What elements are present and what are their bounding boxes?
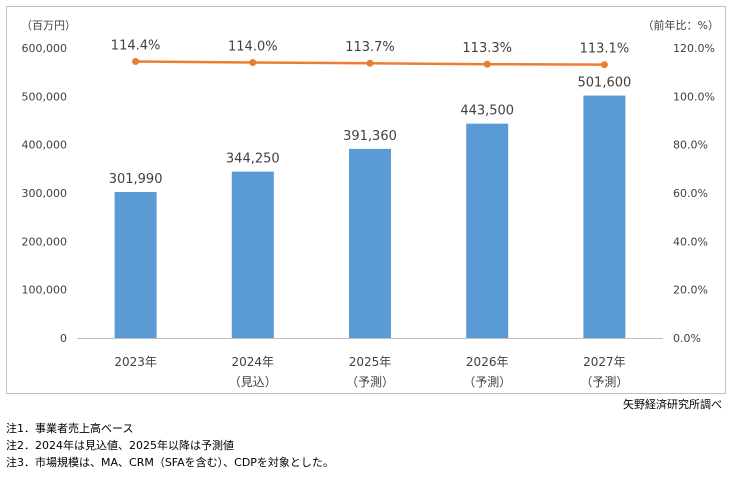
yoy-point	[600, 61, 608, 69]
x-category-sublabel: （予測）	[580, 375, 628, 389]
y-left-tick-label: 600,000	[22, 42, 68, 55]
yoy-value-label: 114.0%	[228, 40, 278, 55]
y-right-tick-label: 0.0%	[673, 332, 701, 345]
y-left-unit-label: （百万円）	[21, 19, 76, 32]
bar-value-label: 301,990	[109, 172, 163, 187]
bar-value-label: 344,250	[226, 152, 280, 167]
y-left-tick-label: 500,000	[22, 90, 68, 103]
x-category-sublabel: （見込）	[229, 375, 277, 389]
bar-value-label: 443,500	[460, 104, 514, 119]
x-category-label: 2024年	[232, 355, 275, 369]
note-1: 注1．事業者売上高ベース	[6, 422, 134, 435]
bar	[466, 123, 509, 339]
x-category-label: 2023年	[114, 355, 157, 369]
y-left-tick-label: 400,000	[22, 139, 68, 152]
yoy-point	[483, 60, 491, 68]
note-3: 注3．市場規模は、MA、CRM（SFAを含む）、CDPを対象とした。	[6, 456, 334, 469]
yoy-value-label: 114.4%	[111, 39, 161, 54]
y-right-unit-label: （前年比：%）	[643, 18, 719, 32]
y-right-tick-label: 100.0%	[673, 90, 715, 103]
y-right-tick-label: 60.0%	[673, 187, 708, 200]
x-category-sublabel: （予測）	[463, 375, 511, 389]
bar	[349, 148, 391, 338]
yoy-point	[366, 59, 374, 67]
bar-value-label: 501,600	[578, 76, 632, 91]
y-left-tick-label: 200,000	[22, 235, 68, 248]
x-category-label: 2027年	[583, 355, 626, 369]
bar	[231, 171, 274, 338]
x-category-label: 2025年	[349, 355, 392, 369]
x-category-label: 2026年	[466, 355, 509, 369]
y-right-tick-label: 20.0%	[673, 284, 708, 297]
yoy-value-label: 113.1%	[580, 42, 630, 57]
note-2: 注2．2024年は見込値、2025年以降は予測値	[6, 439, 234, 452]
bar-value-label: 391,360	[343, 129, 397, 144]
yoy-point	[132, 58, 140, 66]
x-category-sublabel: （予測）	[346, 375, 394, 389]
y-right-tick-label: 40.0%	[673, 235, 708, 248]
y-right-tick-label: 80.0%	[673, 139, 708, 152]
chart-frame: （百万円） （前年比：%） 0 100,000 200,000 300,000 400,00…	[6, 6, 726, 394]
yoy-point	[249, 59, 257, 66]
chart-svg: （百万円） （前年比：%） 0 100,000 200,000 300,000 400,00…	[21, 18, 719, 389]
y-left-tick-label: 0	[60, 332, 67, 345]
y-left-tick-label: 300,000	[22, 187, 68, 200]
yoy-value-label: 113.7%	[345, 40, 395, 55]
source-credit: 矢野経済研究所調べ	[623, 398, 722, 411]
bar	[114, 192, 157, 338]
yoy-value-label: 113.3%	[462, 41, 512, 56]
y-right-tick-label: 120.0%	[673, 42, 715, 55]
bar	[583, 95, 626, 338]
y-left-tick-label: 100,000	[22, 284, 68, 297]
